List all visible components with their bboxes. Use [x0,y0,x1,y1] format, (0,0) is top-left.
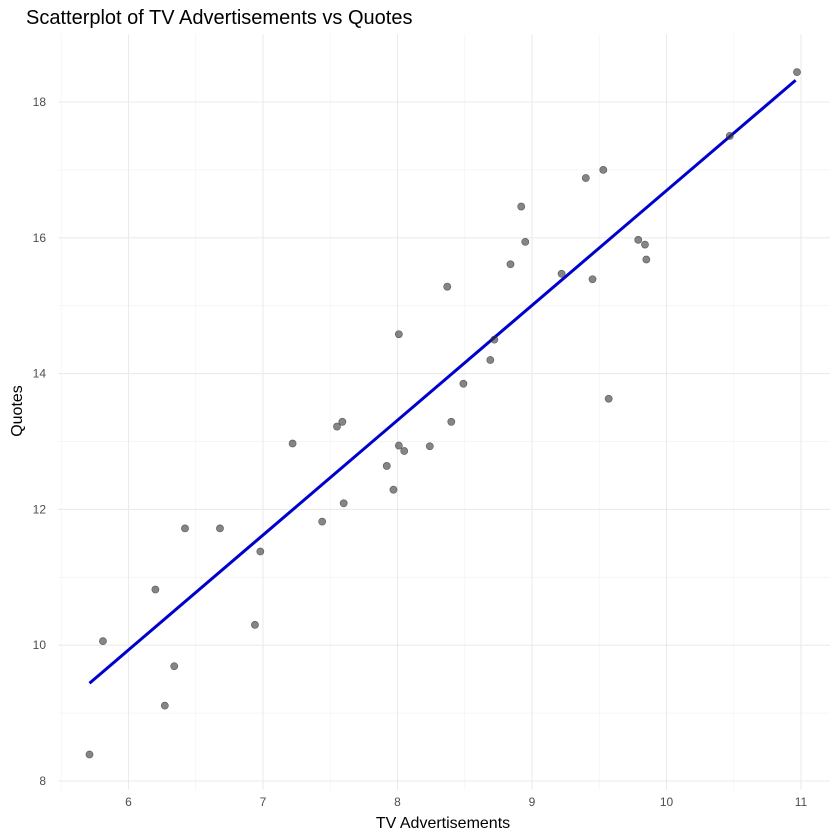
data-point [604,394,613,403]
data-point [459,379,468,388]
data-point [793,68,801,77]
chart-title: Scatterplot of TV Advertisements vs Quot… [26,7,412,29]
data-point [517,202,526,211]
data-point [99,637,107,646]
data-point [588,275,597,284]
x-tick-label: 8 [394,795,401,809]
y-tick-label: 16 [33,231,47,245]
data-point [447,417,456,426]
x-tick-label: 7 [260,795,267,809]
data-point [400,447,409,455]
regression-line [88,79,797,685]
data-point [85,750,94,759]
data-point [339,499,348,508]
data-point [394,441,403,450]
data-point [521,237,530,246]
data-point [170,662,179,671]
data-point [251,620,259,629]
data-point [389,485,398,494]
data-point [288,439,297,448]
points-layer [85,68,801,759]
x-axis-title: TV Advertisements [376,815,510,832]
data-point [425,442,434,451]
data-point [216,524,224,533]
y-tick-label: 18 [33,95,47,109]
data-point [557,269,566,278]
data-point [641,240,649,249]
x-tick-label: 6 [125,795,132,809]
data-point [382,462,391,470]
data-point [642,255,651,264]
data-point [160,701,169,710]
y-tick-label: 14 [33,367,47,381]
y-axis-ticks: 8 10 12 14 16 18 [33,95,47,788]
data-point [725,132,734,140]
regression-line-layer [88,79,797,685]
data-point [333,422,341,431]
data-point [181,524,189,533]
data-point [256,547,265,556]
data-point [490,335,499,344]
data-point [634,235,643,244]
y-tick-label: 8 [39,774,46,788]
data-point [151,585,160,594]
data-point [318,517,327,526]
y-tick-label: 12 [33,502,47,516]
y-tick-label: 10 [33,638,47,652]
y-axis-title: Quotes [9,385,26,437]
x-axis-ticks: 6 7 8 9 10 11 [125,795,807,809]
data-point [443,282,452,291]
data-point [338,417,347,426]
data-point [394,330,403,339]
data-point [506,260,515,269]
grid [58,34,830,790]
x-tick-label: 11 [795,795,808,809]
data-point [486,356,495,364]
x-tick-label: 10 [660,795,674,809]
x-tick-label: 9 [529,795,536,809]
data-point [599,165,608,174]
data-point [581,174,590,182]
